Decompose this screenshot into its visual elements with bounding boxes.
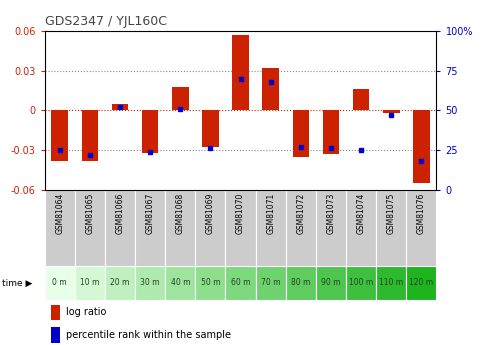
Text: GDS2347 / YJL160C: GDS2347 / YJL160C	[45, 16, 167, 29]
Bar	[75, 266, 105, 300]
Text: GSM81070: GSM81070	[236, 193, 245, 234]
Text: 10 m: 10 m	[80, 278, 100, 287]
Bar	[112, 104, 128, 110]
Bar	[353, 89, 370, 110]
Bar	[262, 68, 279, 110]
Text: GSM81075: GSM81075	[387, 193, 396, 234]
Bar	[195, 266, 226, 300]
Text: 30 m: 30 m	[140, 278, 160, 287]
Bar	[316, 266, 346, 300]
Bar	[346, 190, 376, 266]
Bar	[195, 190, 226, 266]
Bar	[105, 190, 135, 266]
Text: 100 m: 100 m	[349, 278, 373, 287]
Bar	[172, 87, 188, 110]
Bar	[135, 266, 165, 300]
Text: 120 m: 120 m	[409, 278, 434, 287]
Bar	[316, 190, 346, 266]
Bar	[293, 110, 309, 157]
Text: 90 m: 90 m	[321, 278, 341, 287]
Bar	[165, 266, 195, 300]
Bar	[81, 110, 98, 161]
Bar	[226, 266, 255, 300]
Bar	[406, 266, 436, 300]
Text: 40 m: 40 m	[171, 278, 190, 287]
Text: 50 m: 50 m	[201, 278, 220, 287]
Text: 110 m: 110 m	[379, 278, 403, 287]
Text: GSM81071: GSM81071	[266, 193, 275, 234]
Text: 70 m: 70 m	[261, 278, 280, 287]
Text: GSM81068: GSM81068	[176, 193, 185, 234]
Text: GSM81064: GSM81064	[55, 193, 64, 234]
Bar	[52, 110, 68, 161]
Text: GSM81065: GSM81065	[85, 193, 94, 234]
Bar	[51, 305, 61, 320]
Text: time ▶: time ▶	[2, 278, 33, 287]
Bar	[135, 190, 165, 266]
Text: GSM81073: GSM81073	[326, 193, 335, 234]
Text: GSM81076: GSM81076	[417, 193, 426, 234]
Text: GSM81074: GSM81074	[357, 193, 366, 234]
Bar	[376, 190, 406, 266]
Bar	[406, 190, 436, 266]
Bar	[383, 110, 400, 113]
Bar	[255, 266, 286, 300]
Bar	[105, 266, 135, 300]
Bar	[286, 190, 316, 266]
Text: 0 m: 0 m	[53, 278, 67, 287]
Text: 60 m: 60 m	[231, 278, 250, 287]
Bar	[286, 266, 316, 300]
Bar	[255, 190, 286, 266]
Text: GSM81069: GSM81069	[206, 193, 215, 234]
Text: 80 m: 80 m	[291, 278, 310, 287]
Text: GSM81067: GSM81067	[146, 193, 155, 234]
Bar	[323, 110, 339, 154]
Text: GSM81066: GSM81066	[116, 193, 124, 234]
Bar	[142, 110, 158, 153]
Bar	[51, 327, 61, 343]
Bar	[45, 266, 75, 300]
Bar	[75, 190, 105, 266]
Text: percentile rank within the sample: percentile rank within the sample	[66, 330, 231, 340]
Bar	[413, 110, 430, 183]
Bar	[202, 110, 219, 147]
Bar	[376, 266, 406, 300]
Text: GSM81072: GSM81072	[296, 193, 306, 234]
Text: log ratio: log ratio	[66, 307, 107, 317]
Bar	[45, 190, 75, 266]
Text: 20 m: 20 m	[110, 278, 129, 287]
Bar	[232, 35, 249, 110]
Bar	[226, 190, 255, 266]
Bar	[165, 190, 195, 266]
Bar	[346, 266, 376, 300]
